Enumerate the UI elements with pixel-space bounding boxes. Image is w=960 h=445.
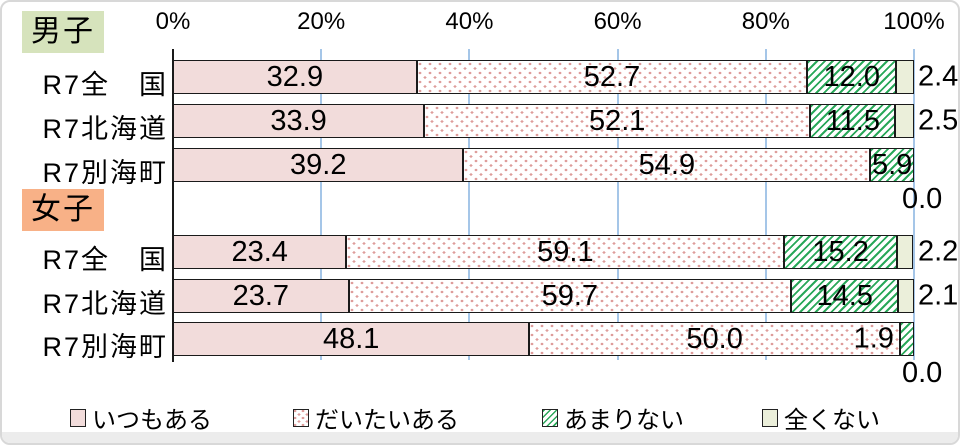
legend-swatch-never-icon bbox=[762, 408, 778, 427]
bar-segment-mostly: 50.0 bbox=[529, 322, 900, 356]
bar-segment-rarely: 12.0 bbox=[807, 60, 897, 94]
category-label: R7北海道 bbox=[42, 114, 168, 144]
data-label: 12.0 bbox=[823, 60, 880, 93]
bar-segment-always: 32.9 bbox=[173, 60, 417, 94]
axis-tick-label: 0% bbox=[155, 8, 191, 35]
bar-segment-always: 23.4 bbox=[173, 235, 347, 269]
data-label: 2.5 bbox=[918, 104, 959, 137]
category-label: R7北海道 bbox=[42, 289, 168, 319]
legend-entry-never: 全くない bbox=[762, 400, 880, 435]
y-axis-line bbox=[172, 49, 174, 362]
gridline bbox=[764, 49, 767, 360]
bar-segment-never bbox=[896, 60, 914, 94]
legend-entry-mostly: だいたいある bbox=[293, 400, 459, 435]
axis-tick-label: 60% bbox=[593, 8, 642, 35]
gridline bbox=[468, 49, 471, 360]
data-label: 15.2 bbox=[812, 235, 869, 268]
bar-segment-always: 48.1 bbox=[173, 322, 530, 356]
axis-tick-label: 20% bbox=[297, 8, 346, 35]
bar-row: 23.7 59.7 14.5 2.1 bbox=[173, 279, 958, 313]
bar-segment-mostly: 54.9 bbox=[463, 148, 871, 182]
legend-swatch-always-icon bbox=[70, 408, 86, 427]
data-label: 23.4 bbox=[231, 235, 288, 268]
bar-segment-mostly: 59.7 bbox=[348, 279, 791, 313]
axis-tick-label: 80% bbox=[741, 8, 790, 35]
bar-segment-rarely: 11.5 bbox=[810, 104, 896, 138]
bar-row: 48.1 50.0 1.9 0.0 bbox=[173, 322, 942, 388]
legend-swatch-mostly-icon bbox=[293, 408, 309, 427]
bar-segment-always: 33.9 bbox=[173, 104, 425, 138]
axis-tick-label: 40% bbox=[445, 8, 494, 35]
legend-label: いつもある bbox=[92, 407, 212, 434]
gridline bbox=[913, 49, 915, 360]
legend-label: だいたいある bbox=[315, 407, 459, 434]
bar-segment-mostly: 59.1 bbox=[346, 235, 785, 269]
bar-segment-always: 23.7 bbox=[173, 279, 349, 313]
legend-entry-rarely: あまりない bbox=[542, 400, 684, 435]
data-label: 50.0 bbox=[686, 322, 743, 355]
data-label: 32.9 bbox=[266, 60, 324, 93]
data-label: 59.7 bbox=[541, 279, 599, 312]
data-label: 14.5 bbox=[816, 279, 873, 312]
bar-segment-always: 39.2 bbox=[173, 148, 464, 182]
data-label: 5.9 bbox=[871, 148, 913, 181]
data-label: 52.1 bbox=[588, 104, 646, 137]
bar-row: 23.4 59.1 15.2 2.2 bbox=[173, 235, 958, 269]
category-label: R7全 国 bbox=[42, 245, 168, 275]
data-label: 48.1 bbox=[322, 322, 380, 355]
bar-segment-mostly: 52.7 bbox=[416, 60, 808, 94]
bar-segment-mostly: 52.1 bbox=[424, 104, 811, 138]
bar-segment-rarely: 15.2 bbox=[784, 235, 897, 269]
data-label: 52.7 bbox=[583, 60, 641, 93]
data-label: 0.0 bbox=[902, 357, 943, 389]
data-label: 2.1 bbox=[918, 279, 959, 312]
legend-entry-always: いつもある bbox=[70, 400, 212, 435]
bar-segment-never bbox=[895, 104, 914, 138]
bar-segment-rarely: 14.5 bbox=[790, 279, 899, 313]
category-label: R7別海町 bbox=[42, 332, 168, 362]
bar-segment-rarely: 5.9 bbox=[870, 148, 914, 182]
data-label: 2.4 bbox=[918, 60, 959, 93]
legend-label: 全くない bbox=[784, 407, 880, 434]
group-label-girls: 女子 bbox=[22, 189, 104, 231]
bar-segment-never bbox=[896, 235, 914, 269]
gridline bbox=[320, 49, 323, 360]
bar-row: 39.2 54.9 5.9 0.0 bbox=[173, 148, 942, 214]
gridline bbox=[616, 49, 619, 360]
data-label: 54.9 bbox=[638, 148, 696, 181]
legend-label: あまりない bbox=[564, 407, 684, 434]
data-label: 11.5 bbox=[825, 104, 880, 137]
data-label: 0.0 bbox=[902, 183, 943, 215]
bar-row: 32.9 52.7 12.0 2.4 bbox=[173, 60, 958, 94]
category-label: R7別海町 bbox=[42, 158, 168, 188]
group-label-boys: 男子 bbox=[22, 11, 104, 53]
data-label: 23.7 bbox=[232, 279, 290, 312]
bar-segment-rarely bbox=[899, 322, 914, 356]
category-label: R7全 国 bbox=[42, 70, 168, 100]
bar-segment-never bbox=[898, 279, 914, 313]
footer-strip bbox=[2, 432, 958, 443]
data-label: 59.1 bbox=[537, 235, 594, 268]
legend-swatch-rarely-icon bbox=[542, 408, 558, 427]
data-label: 33.9 bbox=[270, 104, 327, 137]
axis-tick-label: 100% bbox=[883, 8, 945, 35]
bar-row: 33.9 52.1 11.5 2.5 bbox=[173, 104, 958, 138]
data-label: 1.9 bbox=[853, 322, 894, 355]
data-label: 39.2 bbox=[290, 148, 347, 181]
data-label: 2.2 bbox=[918, 235, 959, 268]
